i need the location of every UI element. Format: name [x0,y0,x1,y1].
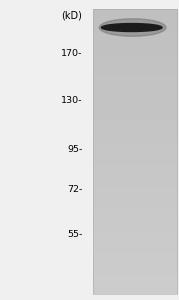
Text: (kD): (kD) [61,11,82,20]
Bar [93,9,177,294]
Text: 72-: 72- [67,185,82,194]
Ellipse shape [101,23,162,32]
Ellipse shape [99,19,166,36]
Text: 130-: 130- [61,96,82,105]
Text: HeLa: HeLa [122,0,148,2]
Text: 170-: 170- [61,49,82,58]
Text: 95-: 95- [67,145,82,154]
Text: 55-: 55- [67,230,82,239]
